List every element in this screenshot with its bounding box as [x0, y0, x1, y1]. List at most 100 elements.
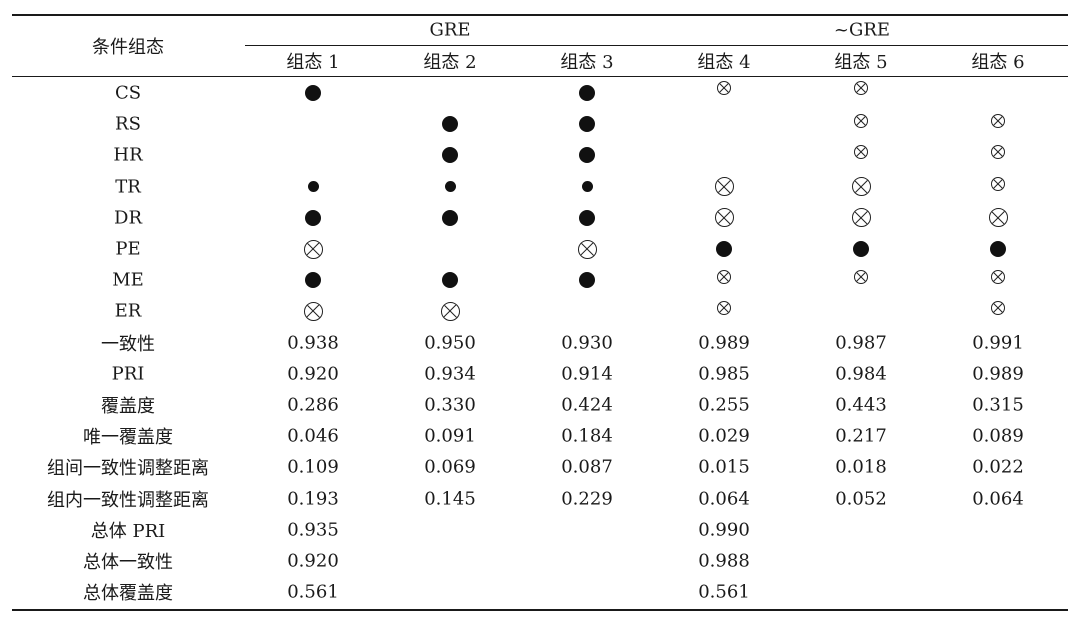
row-label: CS	[114, 82, 142, 104]
table-cell-value: 0.989	[698, 332, 750, 354]
row-label: DR	[114, 207, 142, 229]
peripheral-absent-cross-icon	[854, 270, 868, 285]
peripheral-absent-cross-icon	[717, 81, 731, 95]
table-cell-value: 0.022	[972, 456, 1024, 478]
config-header-2: 组态 2	[423, 52, 477, 73]
table-cell-value: 0.935	[287, 519, 339, 541]
peripheral-absent-cross-icon	[854, 81, 868, 95]
core-absent-cross-icon	[303, 301, 323, 321]
core-absent-cross-icon	[851, 177, 871, 197]
core-absent-cross-icon	[303, 239, 323, 259]
peripheral-present-dot-icon	[444, 181, 456, 193]
core-present-dot-icon	[442, 209, 458, 226]
config-header-1: 组态 1	[286, 52, 340, 73]
peripheral-absent-cross-icon	[854, 114, 868, 129]
peripheral-absent-cross-icon	[854, 145, 868, 160]
config-header-5: 组态 5	[834, 52, 888, 73]
core-absent-cross-icon	[577, 239, 597, 259]
peripheral-absent-cross-icon	[717, 301, 731, 316]
header-rule	[12, 76, 1068, 77]
table-cell-value: 0.561	[698, 581, 750, 603]
core-absent-cross-icon	[440, 301, 460, 321]
peripheral-absent-cross-icon	[991, 145, 1005, 160]
table-cell-value: 0.330	[424, 394, 476, 416]
peripheral-absent-cross-icon	[991, 270, 1005, 285]
core-present-dot-icon	[990, 241, 1006, 257]
table-cell-value: 0.934	[424, 363, 476, 385]
table-cell-value: 0.145	[424, 488, 476, 510]
table-cell-value: 0.015	[698, 456, 750, 478]
bottom-rule	[12, 609, 1068, 611]
core-present-dot-icon	[305, 272, 321, 289]
table-cell-value: 0.991	[972, 332, 1024, 354]
core-present-dot-icon	[305, 209, 321, 226]
table-cell-value: 0.087	[561, 456, 613, 478]
table-cell-value: 0.950	[424, 332, 476, 354]
table-cell-value: 0.018	[835, 456, 887, 478]
table-cell-value: 0.184	[561, 425, 613, 447]
table-cell-value: 0.052	[835, 488, 887, 510]
group-underline	[245, 45, 1068, 46]
core-present-dot-icon	[579, 116, 595, 133]
row-label: 组内一致性调整距离	[47, 489, 209, 511]
config-header-4: 组态 4	[697, 52, 751, 73]
table-cell-value: 0.229	[561, 488, 613, 510]
row-label: 一致性	[101, 333, 155, 355]
core-present-dot-icon	[716, 241, 732, 257]
config-header-3: 组态 3	[560, 52, 614, 73]
table-cell-value: 0.987	[835, 332, 887, 354]
core-absent-cross-icon	[714, 177, 734, 197]
corner-label: 条件组态	[92, 37, 164, 58]
row-label: TR	[115, 176, 141, 198]
row-label: 组间一致性调整距离	[47, 458, 209, 480]
table-cell-value: 0.089	[972, 425, 1024, 447]
table-cell-value: 0.920	[287, 363, 339, 385]
group-header-not-gre: ~GRE	[833, 19, 891, 41]
row-label: 总体一致性	[83, 552, 173, 573]
core-present-dot-icon	[579, 209, 595, 226]
table-cell-value: 0.091	[424, 425, 476, 447]
table-cell-value: 0.990	[698, 519, 750, 541]
table-cell-value: 0.914	[561, 363, 613, 385]
table-cell-value: 0.315	[972, 394, 1024, 416]
row-label: 唯一覆盖度	[83, 427, 173, 449]
table-cell-value: 0.424	[561, 394, 613, 416]
core-present-dot-icon	[579, 147, 595, 164]
core-present-dot-icon	[853, 241, 869, 257]
table-cell-value: 0.988	[698, 550, 750, 572]
peripheral-absent-cross-icon	[991, 176, 1005, 191]
peripheral-absent-cross-icon	[717, 270, 731, 285]
table-cell-value: 0.920	[287, 550, 339, 572]
table-cell-value: 0.064	[698, 488, 750, 510]
config-header-6: 组态 6	[971, 52, 1025, 73]
peripheral-absent-cross-icon	[991, 301, 1005, 316]
top-rule	[12, 14, 1068, 16]
table-cell-value: 0.046	[287, 425, 339, 447]
core-absent-cross-icon	[988, 208, 1008, 228]
row-label: RS	[115, 113, 141, 135]
row-label: HR	[113, 144, 143, 166]
row-label: PE	[115, 238, 141, 260]
row-label: PRI	[111, 363, 145, 385]
table-cell-value: 0.286	[287, 394, 339, 416]
row-label: ME	[112, 269, 144, 291]
table-cell-value: 0.989	[972, 363, 1024, 385]
table-cell-value: 0.109	[287, 456, 339, 478]
peripheral-present-dot-icon	[581, 181, 593, 193]
row-label: ER	[114, 300, 142, 322]
row-label: 总体 PRI	[90, 520, 166, 542]
core-absent-cross-icon	[714, 208, 734, 228]
peripheral-present-dot-icon	[307, 181, 319, 193]
table-cell-value: 0.064	[972, 488, 1024, 510]
core-present-dot-icon	[579, 85, 595, 101]
table-cell-value: 0.443	[835, 394, 887, 416]
table-cell-value: 0.985	[698, 363, 750, 385]
core-present-dot-icon	[579, 272, 595, 289]
table-cell-value: 0.255	[698, 394, 750, 416]
table-cell-value: 0.984	[835, 363, 887, 385]
table-cell-value: 0.193	[287, 488, 339, 510]
core-present-dot-icon	[305, 85, 321, 101]
row-label: 总体覆盖度	[83, 583, 173, 605]
core-present-dot-icon	[442, 116, 458, 133]
